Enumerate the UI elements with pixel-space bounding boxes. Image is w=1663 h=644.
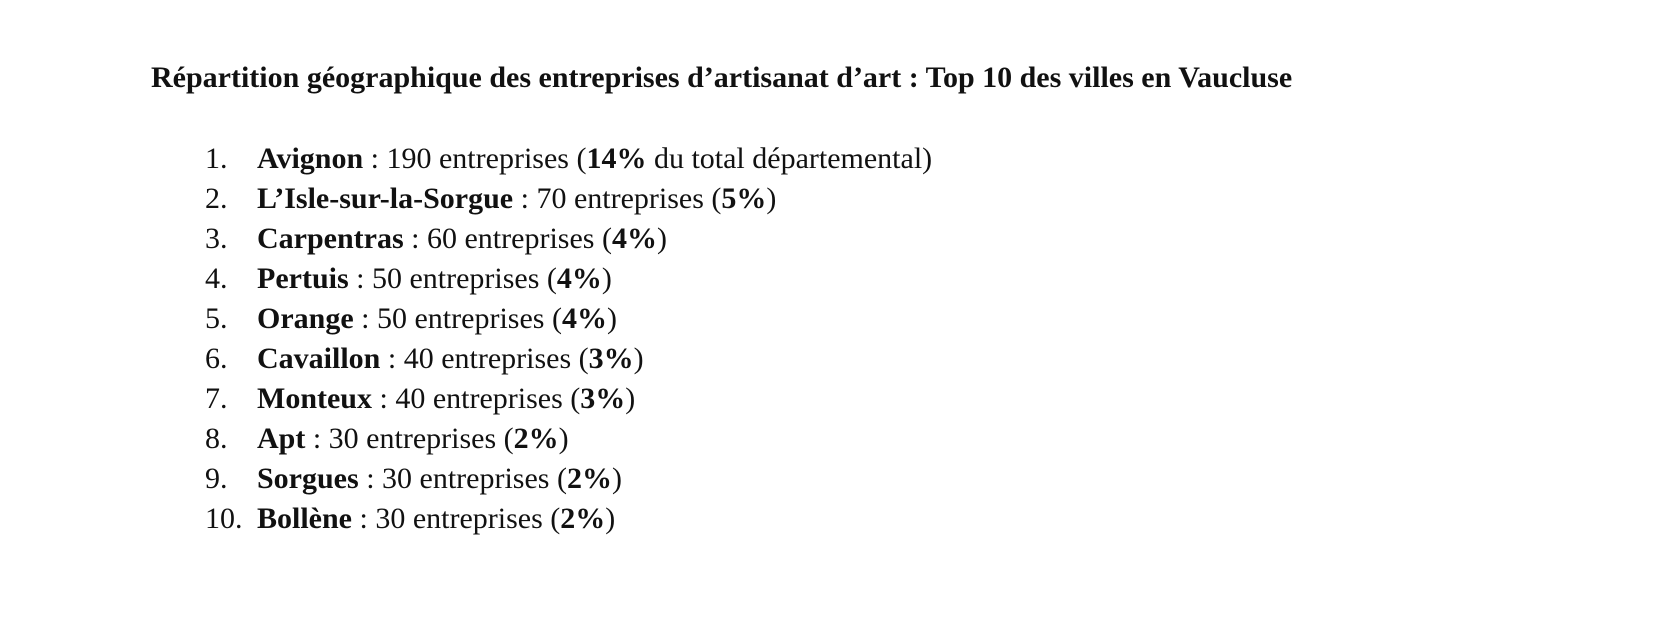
item-text: Sorgues : 30 entreprises (2%) [257,459,622,499]
city-name: Bollène [257,502,352,535]
item-suffix: ) [633,342,644,375]
enterprise-count: : 60 entreprises ( [403,222,612,255]
item-number: 5. [205,302,228,335]
percent-value: 3% [580,382,626,415]
city-name: Orange [257,302,354,335]
item-number: 6. [205,342,228,375]
item-text: Carpentras : 60 entreprises (4%) [257,219,667,259]
item-text: Cavaillon : 40 entreprises (3%) [257,339,644,379]
city-name: Monteux [257,382,372,415]
item-text: Monteux : 40 entreprises (3%) [257,379,635,419]
item-suffix: ) [601,262,612,295]
item-suffix: ) [605,502,616,535]
city-name: Apt [257,422,306,455]
document-title: Répartition géographique des entreprises… [151,61,1293,94]
city-name: L’Isle-sur-la-Sorgue [257,182,514,215]
city-name: Avignon [257,142,364,175]
item-suffix: ) [606,302,617,335]
enterprise-count: : 50 entreprises ( [353,302,562,335]
item-text: Pertuis : 50 entreprises (4%) [257,259,612,299]
item-suffix: ) [625,382,636,415]
enterprise-count: : 30 entreprises ( [358,462,567,495]
percent-value: 5% [721,182,767,215]
city-name: Cavaillon [257,342,381,375]
item-number: 7. [205,382,228,415]
enterprise-count: : 30 entreprises ( [305,422,514,455]
enterprise-count: : 70 entreprises ( [513,182,722,215]
item-number: 9. [205,462,228,495]
item-suffix: ) [766,182,777,215]
percent-value: 2% [566,462,612,495]
item-text: Apt : 30 entreprises (2%) [257,419,569,459]
item-number: 3. [205,222,228,255]
percent-value: 3% [588,342,634,375]
enterprise-count: : 40 entreprises ( [380,342,589,375]
percent-value: 2% [560,502,606,535]
item-number: 1. [205,142,228,175]
item-text: Avignon : 190 entreprises (14% du total … [257,139,932,179]
percent-value: 14% [586,142,647,175]
percent-value: 4% [611,222,657,255]
enterprise-count: : 40 entreprises ( [372,382,581,415]
item-suffix: ) [558,422,569,455]
item-suffix: ) [656,222,667,255]
item-number: 8. [205,422,228,455]
city-name: Pertuis [257,262,349,295]
item-suffix: ) [611,462,622,495]
city-name: Carpentras [257,222,404,255]
enterprise-count: : 30 entreprises ( [352,502,561,535]
item-text: Orange : 50 entreprises (4%) [257,299,617,339]
enterprise-count: : 190 entreprises ( [363,142,587,175]
item-number: 2. [205,182,228,215]
percent-value: 2% [513,422,559,455]
item-suffix: du total départemental) [646,142,933,175]
item-text: Bollène : 30 entreprises (2%) [257,499,615,539]
item-number: 10. [205,502,243,535]
percent-value: 4% [561,302,607,335]
percent-value: 4% [556,262,602,295]
item-text: L’Isle-sur-la-Sorgue : 70 entreprises (5… [257,179,776,219]
city-name: Sorgues [257,462,359,495]
item-number: 4. [205,262,228,295]
enterprise-count: : 50 entreprises ( [348,262,557,295]
